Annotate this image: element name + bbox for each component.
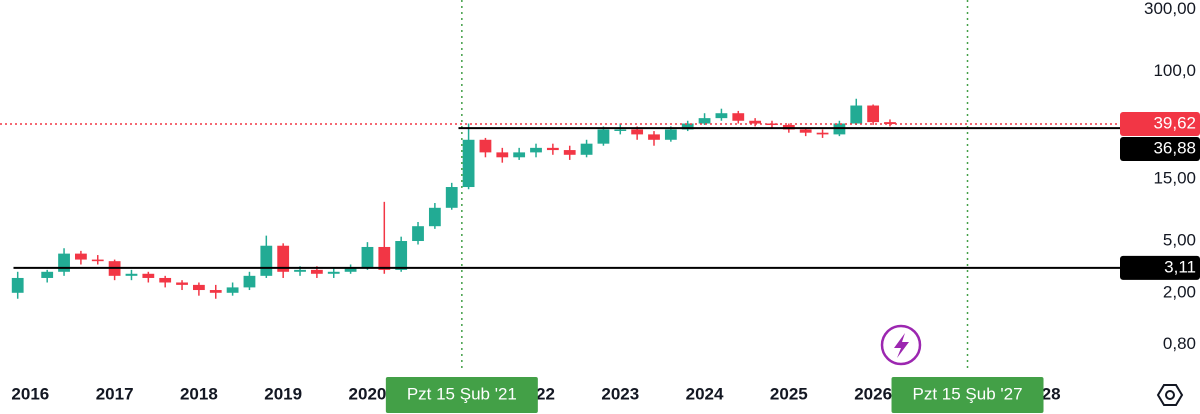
- candle-body: [850, 105, 863, 124]
- candle-body: [462, 139, 475, 188]
- candle-body: [294, 269, 306, 272]
- candle-body: [563, 150, 576, 155]
- candle-body: [192, 284, 205, 291]
- overlay: 300,00 100,0 15,00 5,00 2,00 0,80 2016 2017 2018…: [11, 0, 1200, 413]
- candle-body: [11, 277, 24, 293]
- candle-body: [664, 129, 677, 140]
- price-label: 36,88: [1153, 139, 1196, 158]
- candle-body: [546, 147, 559, 151]
- crosshair-label-box: [891, 377, 1044, 413]
- candle-body: [648, 134, 660, 140]
- candle-body: [277, 245, 290, 272]
- candle-body: [226, 287, 239, 293]
- x-tick-label: 2025: [770, 384, 808, 403]
- price-label: 39,62: [1153, 114, 1196, 133]
- candle-body: [378, 246, 391, 270]
- x-tick-label: 2018: [180, 384, 218, 403]
- candle-body: [41, 271, 54, 278]
- candle-body: [530, 147, 542, 153]
- candle-body: [327, 271, 340, 274]
- y-tick-label: 5,00: [1163, 230, 1196, 249]
- candle-body: [176, 282, 188, 285]
- candle-body: [445, 187, 458, 208]
- y-tick-label: 300,00: [1144, 0, 1196, 18]
- x-tick-label: 2016: [11, 384, 49, 403]
- candle-body: [125, 273, 138, 276]
- candle-body: [58, 253, 70, 272]
- y-tick-label: 15,00: [1153, 168, 1196, 187]
- candle-body: [243, 275, 256, 288]
- candle-body: [884, 122, 896, 125]
- candle-body: [681, 123, 694, 130]
- x-tick-label: 2020: [349, 384, 387, 403]
- candle-body: [732, 113, 745, 121]
- candle-body: [513, 152, 526, 158]
- candle-body: [361, 246, 374, 269]
- candle-body: [395, 241, 408, 270]
- y-tick-label: 0,80: [1163, 334, 1196, 353]
- y-tick-label: 2,00: [1163, 282, 1196, 301]
- price-label-box: [1120, 137, 1200, 162]
- x-tick-label: 2023: [601, 384, 639, 403]
- candle-body: [209, 290, 222, 293]
- price-label: 3,11: [1164, 257, 1196, 276]
- candle-body: [142, 273, 155, 278]
- candle-body: [496, 152, 509, 158]
- candle-body: [428, 207, 441, 227]
- candle-body: [412, 226, 424, 242]
- price-label-box: [1120, 112, 1200, 137]
- candle-body: [614, 129, 627, 131]
- y-tick-label: 100,0: [1153, 61, 1196, 80]
- x-tick-label: 2024: [686, 384, 724, 403]
- x-tick-label: 2026: [854, 384, 892, 403]
- candle-body: [698, 118, 711, 124]
- candle-body: [260, 245, 273, 276]
- settings-button[interactable]: [1156, 384, 1184, 406]
- price-label-box: [1120, 255, 1200, 280]
- candle-body: [715, 113, 728, 119]
- candle-body: [580, 143, 593, 155]
- candle-body: [75, 253, 87, 260]
- crosshair-label: Pzt 15 Şub '27: [912, 384, 1022, 403]
- candle-body: [479, 139, 492, 153]
- candle-body: [597, 129, 610, 144]
- flash-icon[interactable]: [880, 324, 922, 366]
- candle-body: [867, 105, 880, 123]
- candle-body: [816, 132, 829, 135]
- candle-body: [749, 120, 762, 124]
- plot-area: [0, 0, 1120, 372]
- candle-body: [91, 259, 104, 262]
- crosshair-label-box: [385, 377, 538, 413]
- crosshair-label: Pzt 15 Şub '21: [407, 384, 517, 403]
- x-tick-label: 2017: [96, 384, 134, 403]
- candle-body: [159, 277, 172, 283]
- candle-body: [344, 268, 357, 272]
- candle-body: [631, 129, 644, 135]
- candle-body: [799, 129, 812, 133]
- x-tick-label: 2019: [264, 384, 302, 403]
- candle-body: [310, 269, 323, 274]
